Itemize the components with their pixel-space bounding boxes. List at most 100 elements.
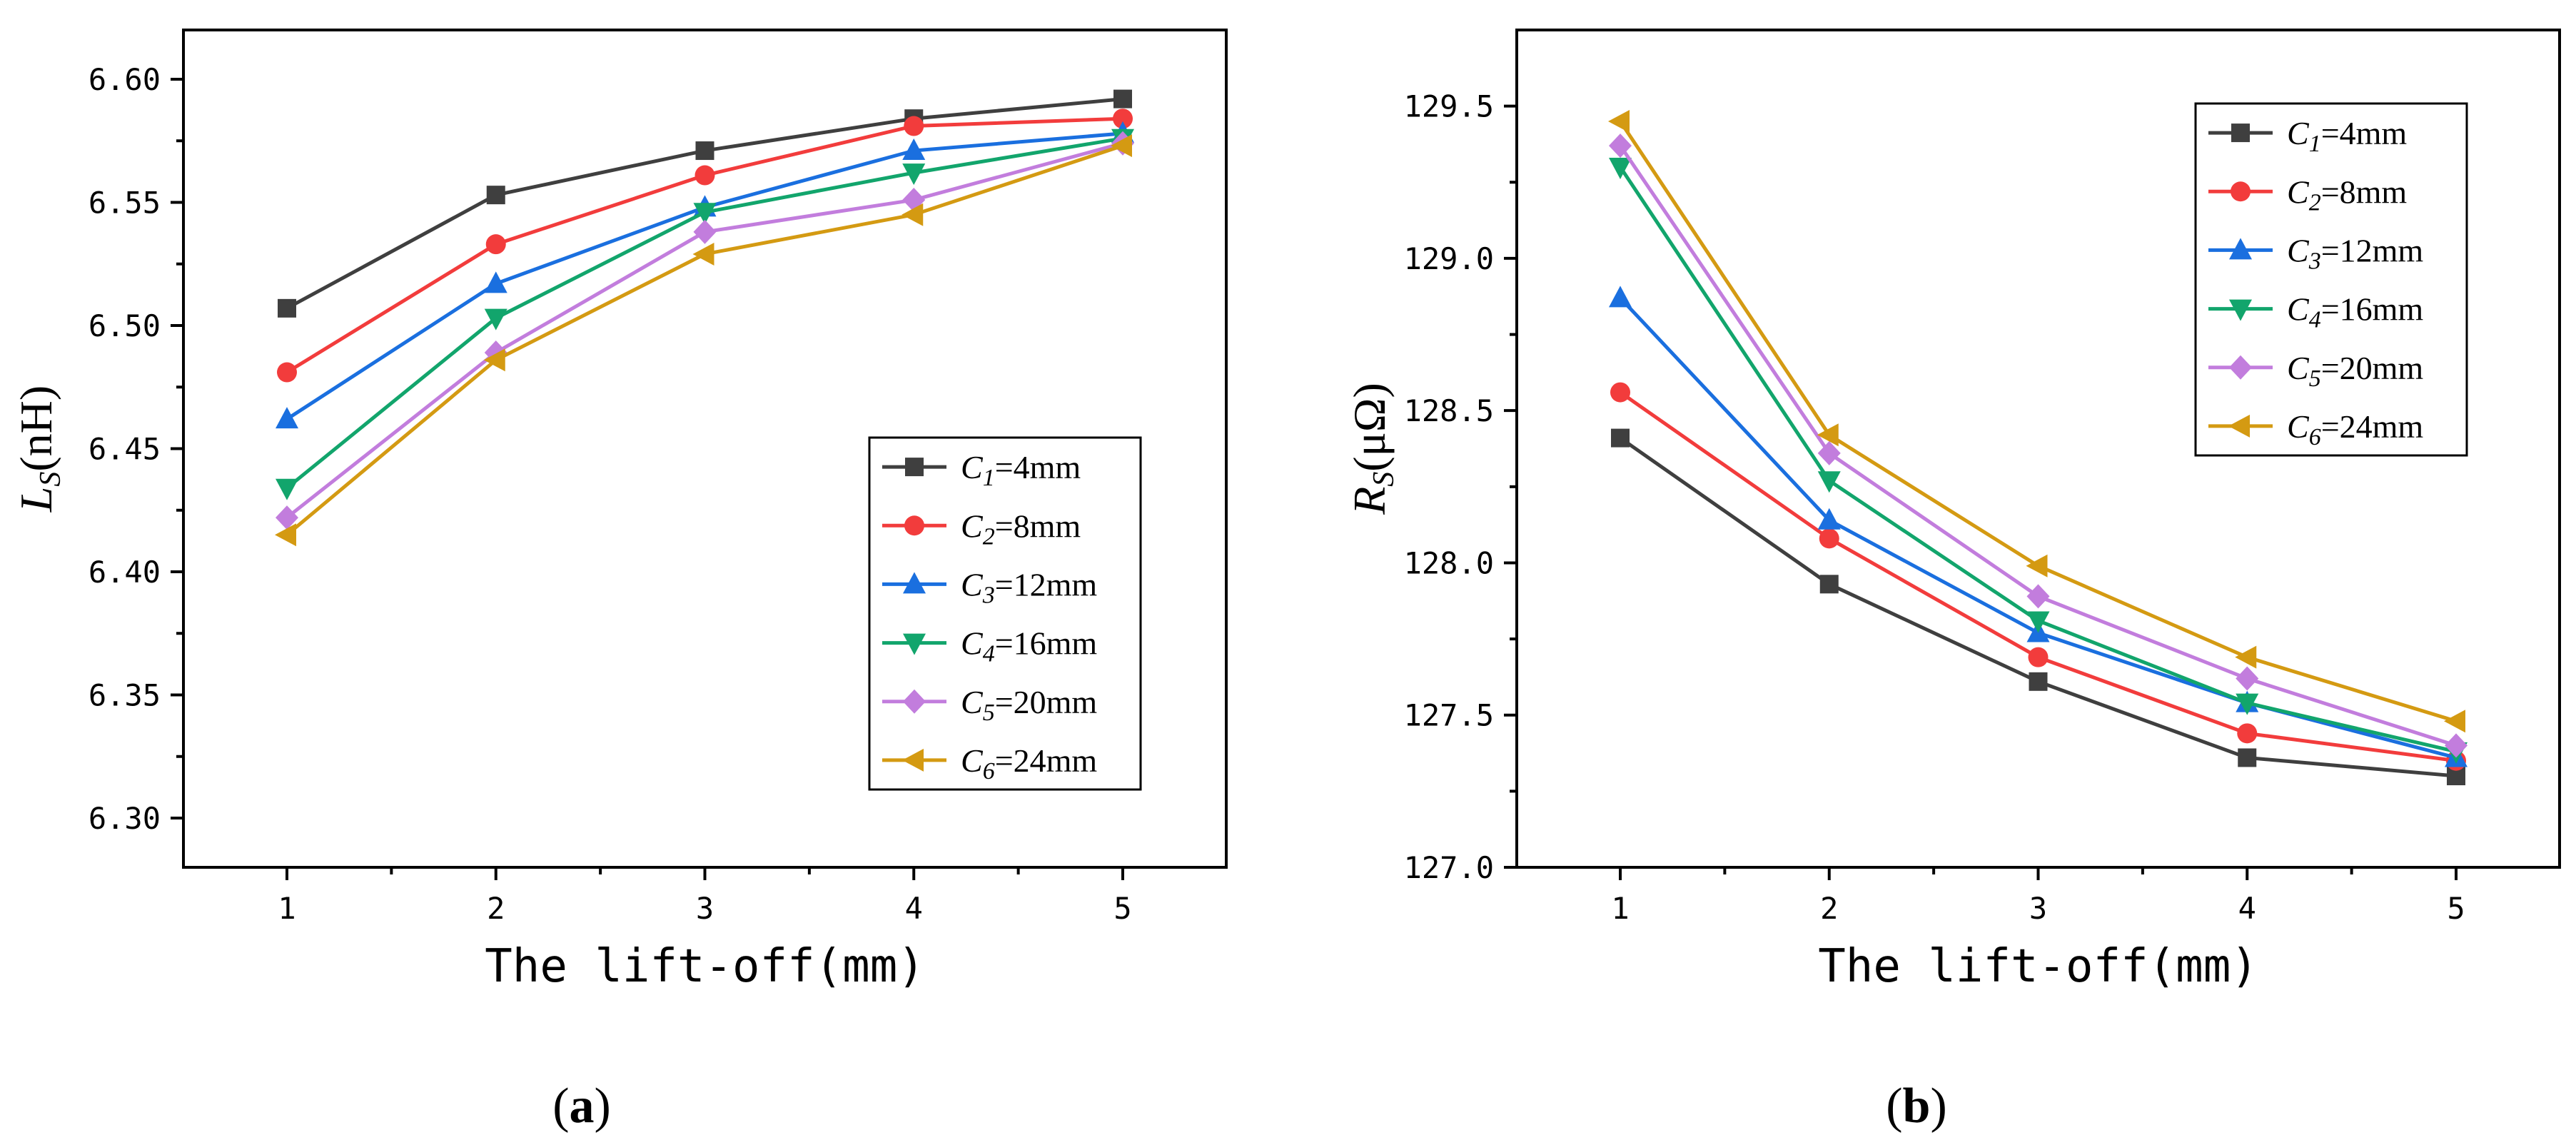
legend-label: C1=4mm	[2287, 115, 2407, 157]
panel-label-letter: a	[570, 1079, 595, 1134]
legend-marker	[904, 515, 924, 536]
x-tick-label: 5	[2447, 891, 2465, 926]
legend-entry: C1=4mm	[2208, 115, 2407, 157]
series-3	[1609, 286, 2468, 767]
y-axis-label-sub: S	[1368, 472, 1400, 487]
legend-label-sub: 2	[2309, 189, 2321, 216]
legend-marker	[903, 689, 926, 714]
legend-label-main: C	[2287, 291, 2310, 328]
legend-entry: C3=12mm	[882, 566, 1097, 608]
panel-label: (a)	[552, 1079, 611, 1134]
y-axis-label-main: L	[11, 487, 61, 513]
y-tick-label: 6.50	[89, 308, 161, 343]
x-tick-label: 4	[2238, 891, 2256, 926]
data-point	[1609, 286, 1632, 308]
legend-label-main: C	[2287, 173, 2310, 210]
y-tick-label: 6.40	[89, 555, 161, 590]
data-point	[483, 348, 505, 372]
data-point	[1608, 109, 1630, 133]
legend-label-main: C	[961, 684, 984, 720]
legend-label: C4=16mm	[2287, 291, 2423, 333]
y-tick-label: 6.55	[89, 186, 161, 221]
legend-label-main: C	[2287, 232, 2310, 268]
y-tick-label: 6.35	[89, 678, 161, 713]
y-tick-label: 128.0	[1404, 545, 1494, 580]
x-tick-label: 2	[487, 891, 505, 926]
data-point	[1817, 508, 1841, 530]
legend-label: C6=24mm	[961, 742, 1097, 785]
legend-entry: C5=20mm	[882, 684, 1097, 726]
legend-entry: C1=4mm	[882, 449, 1081, 491]
y-tick-label: 129.5	[1404, 89, 1494, 124]
series-line	[286, 136, 1123, 490]
legend-label-rest: =4mm	[2321, 115, 2408, 151]
legend-label: C5=20mm	[961, 684, 1097, 726]
legend-label-main: C	[2287, 350, 2310, 386]
legend-marker	[2228, 414, 2250, 438]
data-point	[486, 186, 505, 205]
data-point	[484, 308, 507, 331]
legend-label-rest: =16mm	[2321, 291, 2424, 328]
legend-label-sub: 5	[2309, 365, 2321, 392]
data-point	[693, 219, 717, 244]
chart-panel-b: 1 2 3 4 5 127.0 127.5 128.0 128.5 129.0 129.5 The l…	[1344, 29, 2561, 1134]
legend-label-sub: 2	[983, 523, 995, 550]
data-point	[278, 298, 296, 318]
y-axis-label-unit: (nH)	[11, 385, 61, 472]
legend-entry: C4=16mm	[2208, 291, 2423, 333]
legend-label: C5=20mm	[2287, 350, 2423, 392]
y-tick-label: 6.45	[89, 432, 161, 467]
legend-marker	[2231, 123, 2250, 143]
data-point	[2445, 733, 2468, 758]
legend-label-main: C	[961, 508, 984, 544]
data-point	[901, 203, 924, 226]
y-tick-label: 128.5	[1404, 393, 1494, 428]
data-point	[2237, 723, 2258, 744]
x-tick-label: 3	[2029, 891, 2047, 926]
data-point	[1609, 133, 1632, 158]
data-point	[1113, 89, 1132, 109]
x-tick-label: 5	[1113, 891, 1131, 926]
legend-box	[2194, 102, 2468, 457]
data-point	[2236, 666, 2259, 691]
legend-label-sub: 1	[983, 465, 995, 491]
legend-entry: C2=8mm	[2208, 173, 2407, 216]
panel-label-letter: b	[1903, 1079, 1931, 1134]
legend-label-sub: 6	[983, 758, 995, 785]
panel-label-close: )	[1930, 1079, 1946, 1134]
series-1	[278, 89, 1132, 318]
legend-entry: C6=24mm	[2208, 408, 2423, 450]
legend-marker	[2229, 355, 2252, 380]
data-point	[1819, 575, 1839, 594]
data-point	[2026, 584, 2050, 609]
y-tick-label: 6.30	[89, 801, 161, 836]
legend-label-sub: 4	[2309, 307, 2321, 333]
legend-label-main: C	[2287, 115, 2310, 151]
chart-panel-a: 1 2 3 4 5 6.30 6.35 6.40 6.45 6.50 6.55 6.60 The lif…	[11, 29, 1228, 1134]
data-point	[902, 163, 926, 186]
y-axis-label-sub: S	[34, 472, 67, 487]
data-point	[485, 234, 506, 255]
data-point	[692, 242, 714, 266]
data-point	[1609, 157, 1632, 179]
y-tick-label: 6.60	[89, 62, 161, 97]
data-point	[693, 203, 717, 225]
legend-label: C1=4mm	[961, 449, 1081, 491]
data-point	[484, 271, 507, 293]
data-point	[2236, 693, 2259, 715]
legend-label-rest: =12mm	[2321, 232, 2424, 268]
legend-label-main: C	[961, 625, 984, 662]
data-point	[1817, 471, 1841, 493]
data-point	[1111, 134, 1132, 158]
data-point	[2238, 748, 2257, 767]
y-tick-label: 129.0	[1404, 241, 1494, 276]
legend-label-rest: =24mm	[2321, 408, 2424, 445]
legend-label-rest: =20mm	[995, 684, 1098, 720]
legend-label: C3=12mm	[961, 566, 1097, 608]
legend-label-main: C	[2287, 408, 2310, 445]
legend-marker	[2231, 181, 2251, 202]
legend-box	[868, 436, 1142, 791]
series-6	[1608, 109, 2465, 733]
